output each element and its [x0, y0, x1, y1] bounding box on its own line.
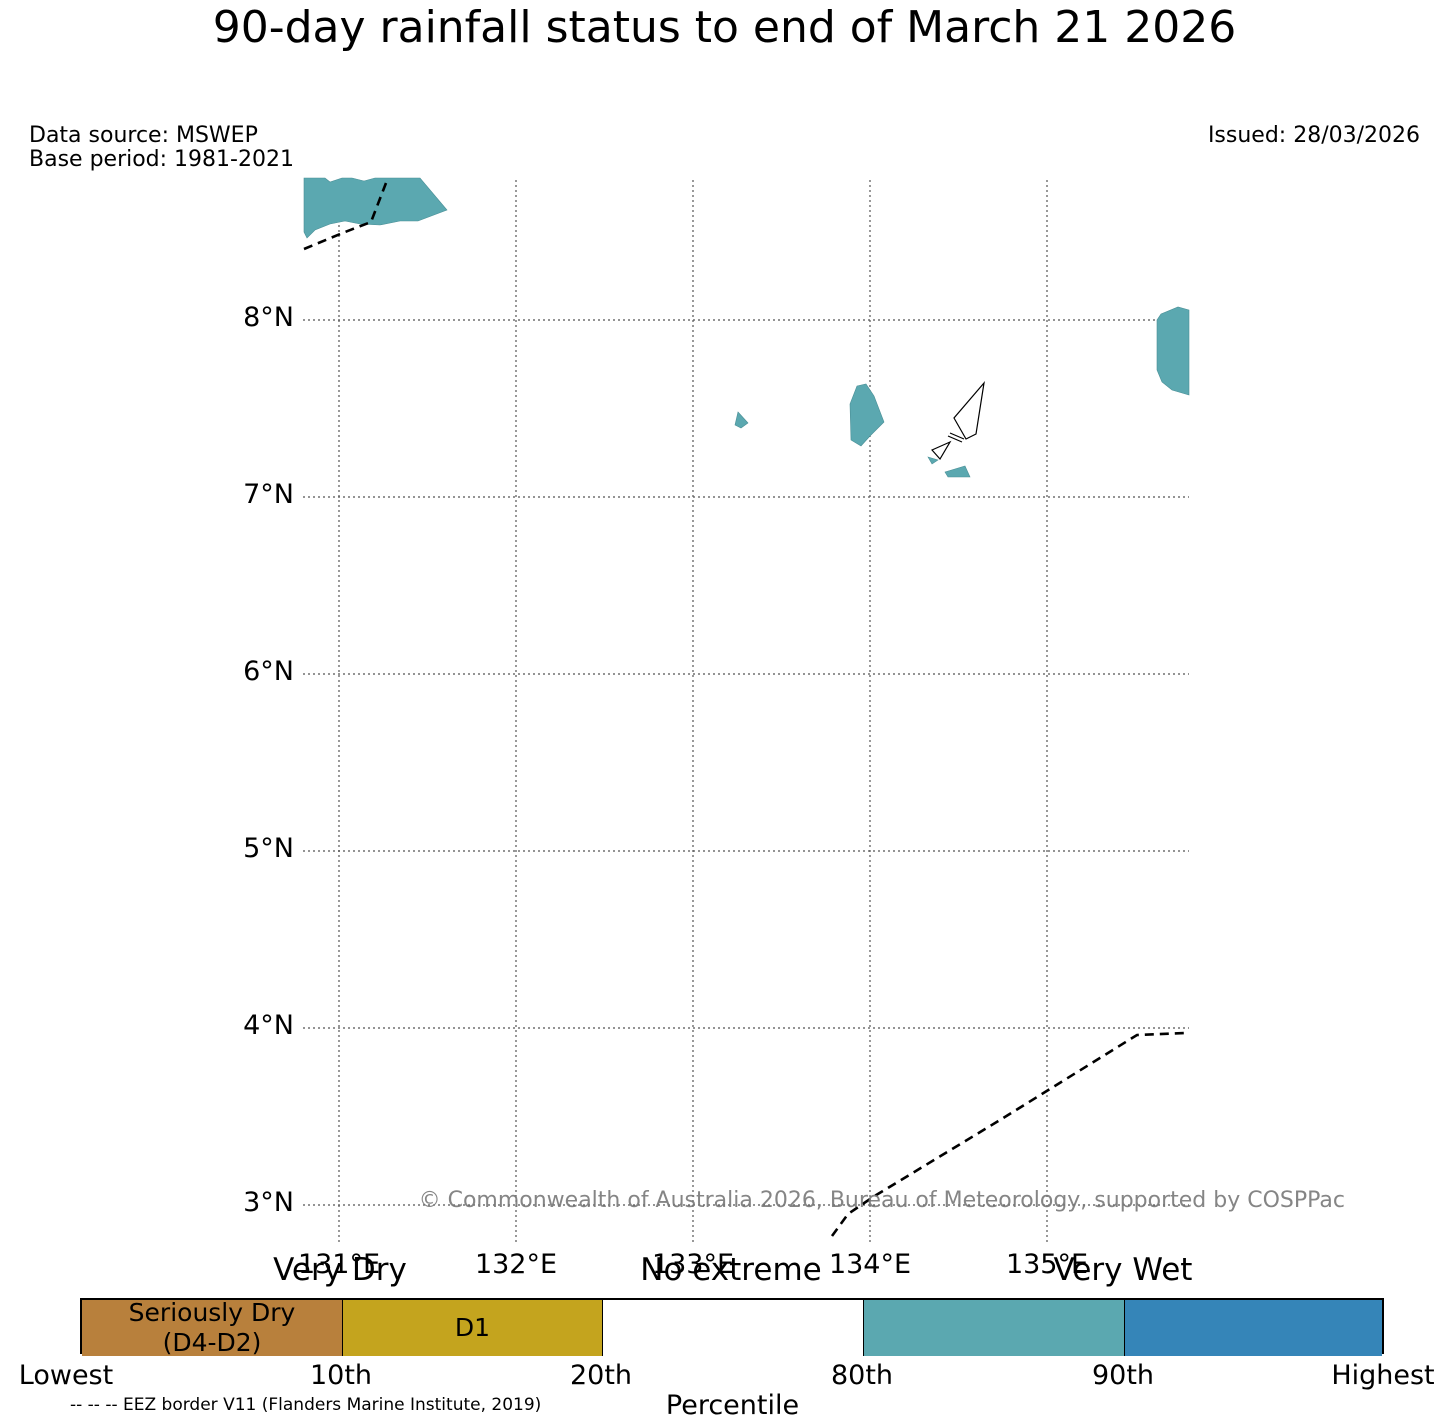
legend-segment-label: Seriously Dry	[128, 1298, 296, 1327]
legend-heading-very-dry: Very Dry	[273, 1252, 407, 1288]
very-wet-north-west	[303, 177, 448, 239]
lon-label-133e: 133°E	[651, 1249, 735, 1280]
very-wet-islet-a	[849, 383, 885, 447]
eez-border-south	[830, 1031, 1186, 1237]
eez-borders	[303, 182, 1186, 1237]
lon-label-131e: 131°E	[297, 1249, 381, 1280]
percentile-axis-label: Percentile	[665, 1390, 800, 1421]
legend-segment-wet	[864, 1300, 1125, 1356]
tick-20th: 20th	[569, 1360, 633, 1391]
legend-segment-sublabel: (D4-D2)	[162, 1328, 262, 1357]
tick-lowest: Lowest	[18, 1360, 114, 1391]
island-outline-palau	[953, 381, 985, 440]
lon-label-134e: 134°E	[828, 1249, 912, 1280]
very-wet-islet-d	[944, 465, 971, 478]
tick-90th: 90th	[1091, 1360, 1155, 1391]
lat-label-5n: 5°N	[243, 833, 294, 864]
eez-border-note: -- -- -- EEZ border V11 (Flanders Marine…	[70, 1395, 542, 1415]
eez-border-north	[303, 182, 388, 251]
legend-colorbar: Seriously Dry (D4-D2) D1	[80, 1298, 1384, 1357]
lat-label-6n: 6°N	[243, 656, 294, 687]
legend-segment-d1: D1	[343, 1300, 603, 1356]
legend-heading-no-extreme: No extreme	[640, 1252, 822, 1288]
legend-segment-no-extreme	[603, 1300, 864, 1356]
legend-segment-seriously-dry: Seriously Dry (D4-D2)	[82, 1298, 343, 1357]
map-title: 90-day rainfall status to end of March 2…	[212, 2, 1237, 53]
tick-80th: 80th	[830, 1360, 894, 1391]
data-source-label: Data source: MSWEP	[29, 123, 258, 148]
tick-10th: 10th	[309, 1360, 373, 1391]
lat-label-4n: 4°N	[243, 1010, 294, 1041]
lat-label-3n: 3°N	[243, 1187, 294, 1218]
very-wet-islet-b	[734, 411, 749, 429]
lon-label-132e: 132°E	[474, 1249, 558, 1280]
very-wet-islet-c	[927, 456, 939, 465]
lon-label-135e: 135°E	[1005, 1249, 1089, 1280]
legend-segment-very-wet	[1125, 1300, 1382, 1356]
island-outlines	[931, 381, 985, 461]
very-wet-east	[1156, 306, 1190, 396]
copyright-notice: © Commonwealth of Australia 2026, Bureau…	[418, 1188, 1345, 1213]
very-wet-regions	[303, 177, 1190, 478]
lat-label-8n: 8°N	[243, 302, 294, 333]
island-outline-reef	[947, 432, 965, 443]
legend-heading-very-wet: Very Wet	[1053, 1252, 1193, 1288]
tick-highest: Highest	[1331, 1360, 1435, 1391]
island-outline-small	[931, 440, 952, 461]
lat-label-7n: 7°N	[243, 479, 294, 510]
legend-segment-label: D1	[454, 1313, 491, 1342]
base-period-label: Base period: 1981-2021	[29, 147, 294, 172]
issued-date-label: Issued: 28/03/2026	[1207, 123, 1420, 148]
